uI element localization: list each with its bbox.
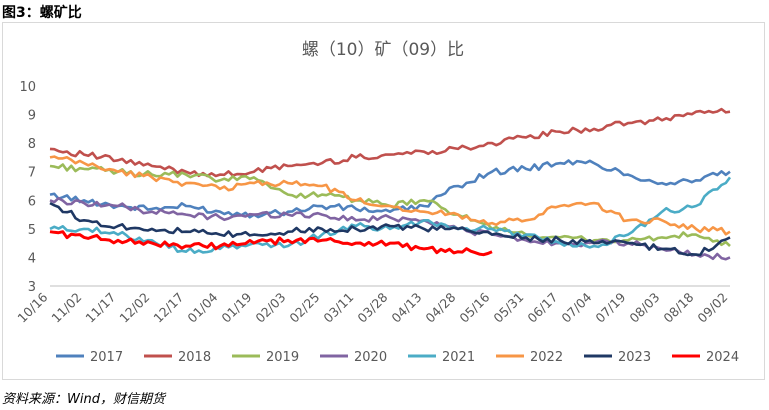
y-tick-label: 7: [28, 166, 36, 181]
y-tick-label: 5: [28, 223, 36, 238]
figure-label: 图3：螺矿比: [2, 5, 82, 21]
x-tick-label: 06/17: [524, 290, 560, 326]
series-line-2024: [49, 230, 493, 257]
series-group: [49, 107, 732, 261]
y-tick-label: 6: [28, 194, 36, 209]
chart-title: 螺（10）矿（09）比: [302, 40, 464, 60]
legend-label-2020: 2020: [354, 350, 387, 365]
legend: 2017 2018 2019 2020 2021 2022 2023 2024: [56, 350, 739, 365]
x-tick-label: 12/02: [116, 290, 152, 326]
y-tick-label: 8: [28, 137, 36, 152]
x-tick-label: 11/02: [48, 290, 84, 326]
legend-label-2021: 2021: [442, 350, 475, 365]
x-tick-label: 11/17: [82, 290, 118, 326]
chart-frame: [2, 22, 765, 380]
x-tick-label: 12/17: [150, 290, 186, 326]
series-line-2017: [49, 159, 731, 219]
y-tick-label: 9: [28, 109, 36, 124]
x-tick-label: 02/03: [252, 290, 288, 326]
x-tick-label: 09/02: [694, 290, 730, 326]
x-axis: 10/1611/0211/1712/0212/1701/0401/1902/03…: [14, 285, 730, 326]
legend-label-2018: 2018: [178, 350, 211, 365]
y-tick-label: 4: [28, 251, 36, 266]
legend-label-2023: 2023: [618, 350, 651, 365]
x-tick-label: 04/13: [388, 290, 424, 326]
x-tick-label: 04/28: [422, 289, 458, 325]
y-axis: 3 4 5 6 7 8 9 10: [19, 80, 36, 295]
x-tick-label: 07/19: [592, 289, 628, 325]
series-line-2022: [49, 155, 731, 236]
y-tick-label: 10: [19, 80, 36, 95]
series-line-2023: [49, 201, 731, 257]
y-tick-label: 3: [28, 280, 36, 295]
x-tick-label: 07/04: [558, 289, 594, 325]
x-tick-label: 03/28: [354, 289, 390, 325]
x-tick-label: 05/16: [456, 289, 492, 325]
x-tick-label: 08/18: [660, 289, 696, 325]
x-tick-label: 08/03: [626, 290, 662, 326]
series-line-2018: [49, 107, 731, 178]
x-tick-label: 01/04: [184, 289, 220, 325]
legend-label-2024: 2024: [706, 350, 739, 365]
x-tick-label: 03/11: [320, 290, 356, 326]
x-tick-label: 02/25: [286, 290, 322, 326]
legend-label-2022: 2022: [530, 350, 563, 365]
x-tick-label: 01/19: [218, 289, 254, 325]
x-tick-label: 05/31: [490, 290, 526, 326]
legend-label-2017: 2017: [90, 350, 123, 365]
legend-label-2019: 2019: [266, 350, 299, 365]
source-note: 资料来源：Wind，财信期货: [2, 392, 165, 407]
